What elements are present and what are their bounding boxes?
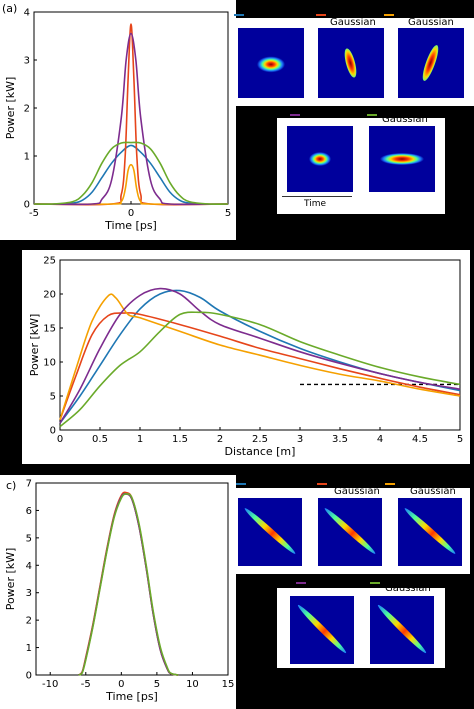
panel-c-plot: -10 -5 0 5 10 15 0 1 2 3 4 5 6 7 Time [ps] Power [kW] c… — [0, 475, 236, 709]
x-tick-label: 5 — [154, 679, 160, 690]
series-line-5 — [33, 141, 229, 205]
series-line-1 — [78, 492, 179, 676]
beam-profile-green — [369, 126, 435, 192]
time-axis-label: Time — [304, 199, 327, 206]
y-tick-label: 3 — [24, 56, 30, 67]
legend-gaussian-red: Gaussian — [330, 17, 376, 28]
x-tick-label: 0 — [118, 679, 124, 690]
x-tick-label: -5 — [81, 679, 91, 690]
beam-profile-c-blue — [238, 498, 302, 566]
beam-profile-c-purple — [290, 596, 354, 664]
legend-c-line-orange — [385, 483, 395, 485]
beam-profile-c-red — [318, 498, 382, 566]
panel-label-a: (a) — [2, 2, 18, 15]
legend-gaussian-orange: Gaussian — [408, 17, 454, 28]
series-line-2 — [59, 312, 461, 421]
y-tick-label: 0 — [24, 200, 30, 211]
panel-b-plot: 0 0.5 1 1.5 2 2.5 3 3.5 4 4.5 5 0 5 10 15 20 25 Distance … — [22, 250, 470, 464]
y-axis-label: Power [kW] — [4, 548, 17, 611]
y-tick-label: 20 — [43, 290, 56, 301]
y-tick-label: 5 — [50, 392, 56, 403]
beam-profile-blue — [238, 28, 304, 98]
y-tick-label: 2 — [24, 104, 30, 115]
x-tick-label: 0 — [128, 208, 134, 219]
x-tick-label: -5 — [29, 208, 39, 219]
legend-c-gaussian-green: Gaussian — [385, 583, 431, 594]
series-line-5 — [78, 493, 179, 676]
panel-a-plot: -5 0 5 0 1 2 3 4 Time [ps] Power [kW] (a) — [0, 0, 236, 240]
y-tick-label: 5 — [26, 533, 32, 544]
series-line-1 — [33, 144, 229, 205]
series-line-4 — [78, 492, 179, 676]
time-axis-line — [282, 196, 352, 197]
beam-profile-c-green — [370, 596, 434, 664]
beam-profile-purple — [287, 126, 353, 192]
legend-c-line-red — [317, 483, 327, 485]
legend-c-line-green — [370, 582, 380, 584]
y-tick-label: 10 — [43, 358, 56, 369]
y-tick-label: 6 — [26, 506, 32, 517]
y-tick-label: 15 — [43, 324, 56, 335]
x-tick-label: 5 — [225, 208, 231, 219]
y-tick-label: 2 — [26, 616, 32, 627]
legend-line-red — [316, 14, 326, 16]
y-tick-label: 1 — [24, 152, 30, 163]
y-tick-label: 3 — [26, 588, 32, 599]
x-tick-label: 5 — [457, 434, 463, 445]
plot-frame — [35, 482, 229, 676]
series-line-4 — [33, 32, 229, 206]
series-line-3 — [59, 293, 461, 421]
beam-profile-red — [318, 28, 384, 98]
x-tick-label: 4.5 — [412, 434, 428, 445]
series-line-2 — [33, 23, 229, 206]
series-line-5 — [59, 311, 461, 428]
x-tick-label: 1 — [137, 434, 143, 445]
beam-profile-orange — [398, 28, 464, 98]
legend-line-purple — [290, 114, 300, 116]
x-axis-label: Distance [m] — [225, 445, 296, 458]
legend-c-line-blue — [236, 483, 246, 485]
x-tick-label: 0.5 — [92, 434, 108, 445]
x-tick-label: 15 — [222, 679, 235, 690]
legend-gaussian-green: Gaussian — [382, 114, 428, 125]
x-tick-label: 2 — [217, 434, 223, 445]
y-tick-label: 1 — [26, 643, 32, 654]
series-line-2 — [78, 491, 179, 676]
legend-line-blue — [234, 14, 244, 16]
series-line-1 — [59, 289, 461, 424]
y-tick-label: 7 — [26, 479, 32, 490]
x-tick-label: 2.5 — [252, 434, 268, 445]
x-tick-label: 3 — [297, 434, 303, 445]
series-line-4 — [59, 287, 461, 424]
plot-frame — [33, 11, 229, 205]
legend-line-orange — [384, 14, 394, 16]
x-tick-label: 3.5 — [332, 434, 348, 445]
legend-c-gaussian-orange: Gaussian — [410, 486, 456, 497]
chart-c: -10 -5 0 5 10 15 0 1 2 3 4 5 6 7 Time [ps] Power [kW] — [4, 479, 235, 704]
chart-b: 0 0.5 1 1.5 2 2.5 3 3.5 4 4.5 5 0 5 10 15 20 25 Distance … — [28, 256, 463, 459]
y-tick-label: 25 — [43, 256, 56, 267]
x-axis-label: Time [ps] — [105, 690, 158, 703]
beam-profile-c-orange — [398, 498, 462, 566]
y-axis-label: Power [kW] — [28, 314, 41, 377]
y-axis-label: Power [kW] — [4, 77, 17, 140]
series-line-3 — [33, 163, 229, 205]
x-axis-label: Time [ps] — [104, 219, 157, 232]
x-tick-label: 0 — [57, 434, 63, 445]
x-tick-label: -10 — [42, 679, 58, 690]
legend-c-line-purple — [296, 582, 306, 584]
y-tick-label: 4 — [26, 561, 32, 572]
y-tick-label: 0 — [50, 426, 56, 437]
x-tick-label: 4 — [377, 434, 383, 445]
panel-label-c: c) — [6, 479, 17, 492]
x-tick-label: 1.5 — [172, 434, 188, 445]
legend-line-green — [367, 114, 377, 116]
plot-frame — [59, 259, 461, 431]
x-tick-label: 10 — [186, 679, 199, 690]
legend-c-gaussian-red: Gaussian — [334, 486, 380, 497]
y-tick-label: 4 — [24, 8, 30, 19]
y-tick-label: 0 — [26, 671, 32, 682]
series-line-3 — [78, 492, 179, 676]
